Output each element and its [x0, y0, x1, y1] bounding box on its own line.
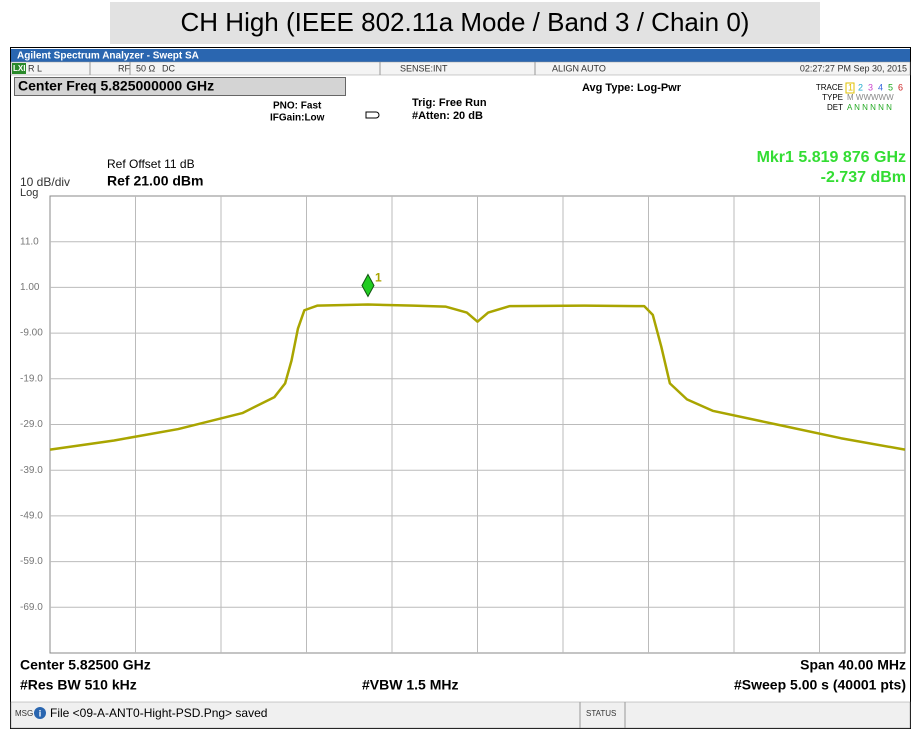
sweep: #Sweep 5.00 s (40001 pts): [734, 677, 906, 693]
trace-number: 2: [858, 82, 863, 92]
type-label: TYPE: [822, 93, 843, 102]
scale-type: Log: [20, 187, 38, 199]
page-title: CH High (IEEE 802.11a Mode / Band 3 / Ch…: [181, 7, 750, 37]
center-freq-box[interactable]: [14, 77, 346, 96]
title-box: [110, 2, 820, 44]
det-value: A N N N N N: [847, 103, 892, 112]
pno: PNO: Fast: [273, 101, 322, 112]
ifgain: IFGain:Low: [270, 113, 325, 124]
trace-number: 5: [888, 82, 893, 92]
message-bar: [10, 701, 911, 729]
rbw: #Res BW 510 kHz: [20, 677, 137, 693]
y-tick-label: -29.0: [20, 419, 43, 430]
marker-level: -2.737 dBm: [821, 169, 906, 186]
atten: #Atten: 20 dB: [412, 110, 483, 122]
trace: [49, 303, 906, 451]
y-tick-label: -49.0: [20, 511, 43, 522]
rl: R L: [28, 63, 42, 73]
align: ALIGN AUTO: [552, 63, 606, 73]
marker: [361, 273, 375, 298]
ref-level: Ref 21.00 dBm: [107, 173, 203, 189]
vbw: #VBW 1.5 MHz: [362, 677, 458, 693]
type-value: M WWWWW: [847, 93, 894, 102]
rf: RF: [118, 63, 130, 73]
scale: 10 dB/div: [20, 175, 70, 189]
trace-number: 1: [848, 82, 853, 92]
y-tick-label: -69.0: [20, 602, 43, 613]
marker-label: 1: [375, 271, 382, 285]
status-label: STATUS: [586, 709, 616, 718]
msg-label: MSG: [15, 709, 33, 718]
marker-freq: Mkr1 5.819 876 GHz: [757, 149, 906, 166]
message: File <09-A-ANT0-Hight-PSD.Png> saved: [50, 706, 267, 720]
sense: SENSE:INT: [400, 63, 448, 73]
y-tick-label: -9.00: [20, 328, 43, 339]
title-bar: [11, 49, 910, 62]
lxi: LXI: [13, 64, 25, 73]
info-glyph: i: [39, 708, 42, 718]
y-tick-label: -59.0: [20, 556, 43, 567]
coupling: DC: [162, 63, 175, 73]
trace-number: 6: [898, 82, 903, 92]
span: Span 40.00 MHz: [800, 657, 906, 673]
center-freq: Center Freq 5.825000000 GHz: [18, 78, 214, 94]
status-row: [10, 61, 911, 76]
trigger-icon: [365, 111, 380, 119]
trace-number: 4: [878, 82, 883, 92]
y-tick-label: -19.0: [20, 373, 43, 384]
lxi-badge: [12, 63, 26, 74]
y-tick-label: 1.00: [20, 282, 40, 293]
det-label: DET: [827, 103, 843, 112]
trig: Trig: Free Run: [412, 97, 487, 109]
y-tick-label: -39.0: [20, 465, 43, 476]
trace-number: 3: [868, 82, 873, 92]
avg-type: Avg Type: Log-Pwr: [582, 82, 682, 94]
time: 02:27:27 PM Sep 30, 2015: [800, 63, 907, 73]
impedance: 50 Ω: [136, 63, 156, 73]
info-icon: [34, 707, 46, 719]
ref-offset: Ref Offset 11 dB: [107, 157, 195, 171]
y-tick-label: 11.0: [20, 236, 39, 247]
center: Center 5.82500 GHz: [20, 657, 151, 673]
window-title: Agilent Spectrum Analyzer - Swept SA: [17, 51, 199, 62]
trace-active-box: [845, 82, 855, 94]
trace-label: TRACE: [816, 83, 843, 92]
